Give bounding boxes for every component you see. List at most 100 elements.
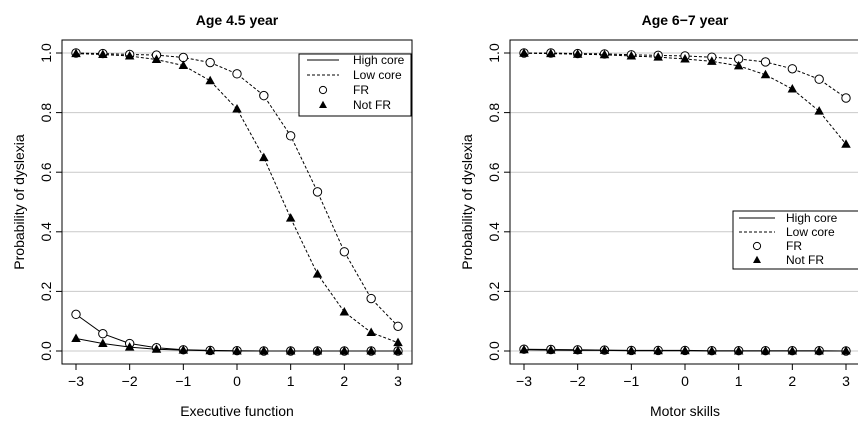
x-axis-label: Executive function	[180, 403, 294, 419]
data-point-triangle	[546, 345, 556, 354]
data-point-triangle	[366, 346, 376, 355]
legend-triangle-marker	[753, 255, 761, 263]
legend-label: FR	[786, 239, 802, 253]
data-point-triangle	[733, 346, 744, 355]
x-axis-label: Motor skills	[650, 403, 720, 419]
data-point-circle	[178, 52, 189, 63]
y-tick-label: 0.2	[486, 281, 502, 301]
y-tick-label: 0.6	[38, 162, 54, 182]
data-point-circle	[339, 247, 350, 257]
y-axis-label: Probability of dyslexia	[11, 134, 27, 270]
data-point-circle	[205, 57, 215, 68]
x-tick-label: −1	[175, 373, 191, 389]
x-tick-label: −2	[570, 373, 586, 389]
x-tick-label: 2	[340, 373, 348, 389]
data-point-triangle	[760, 69, 771, 79]
data-point-triangle	[71, 48, 81, 58]
data-point-triangle	[572, 49, 583, 58]
data-point-triangle	[366, 327, 376, 337]
x-tick-label: 3	[394, 373, 402, 389]
data-point-triangle	[626, 50, 637, 60]
data-point-triangle	[205, 345, 215, 355]
chart-title: Age 4.5 year	[196, 12, 279, 28]
y-tick-label: 0.8	[38, 103, 54, 123]
data-point-triangle	[232, 346, 242, 355]
data-point-triangle	[814, 106, 824, 115]
x-tick-label: −3	[516, 373, 532, 389]
data-point-triangle	[841, 346, 851, 355]
data-point-circle	[285, 131, 296, 141]
x-tick-label: −3	[68, 373, 84, 389]
data-point-triangle	[653, 345, 663, 355]
data-point-triangle	[151, 344, 162, 353]
y-axis-label: Probability of dyslexia	[459, 134, 475, 270]
data-point-circle	[787, 64, 798, 74]
data-point-circle	[366, 293, 376, 304]
data-point-triangle	[178, 345, 189, 354]
data-point-circle	[841, 93, 851, 103]
data-point-circle	[98, 329, 108, 339]
legend-label: Low core	[353, 68, 402, 82]
data-point-triangle	[787, 84, 798, 93]
data-point-triangle	[205, 75, 215, 85]
data-point-triangle	[546, 48, 556, 58]
data-point-triangle	[339, 346, 350, 355]
data-point-triangle	[680, 345, 690, 355]
data-point-circle	[71, 309, 81, 320]
data-point-triangle	[124, 342, 135, 351]
x-tick-label: −2	[122, 373, 138, 389]
data-point-triangle	[393, 346, 403, 355]
data-point-triangle	[599, 49, 610, 59]
legend-label: Not FR	[786, 253, 824, 267]
x-tick-label: 3	[842, 373, 850, 389]
data-point-triangle	[653, 52, 663, 61]
data-point-triangle	[519, 48, 529, 57]
legend-circle-marker	[752, 241, 762, 251]
data-point-circle	[232, 69, 242, 79]
series-line	[523, 52, 847, 145]
data-point-triangle	[339, 306, 350, 316]
y-tick-label: 0.8	[486, 103, 502, 123]
y-tick-label: 1.0	[486, 43, 502, 63]
x-tick-label: 0	[681, 373, 689, 389]
x-tick-label: 0	[233, 373, 241, 389]
data-point-triangle	[259, 152, 269, 162]
data-point-triangle	[733, 60, 744, 70]
data-point-triangle	[599, 345, 610, 354]
data-point-triangle	[626, 345, 637, 355]
legend-label: High core	[353, 53, 405, 67]
data-point-triangle	[98, 49, 108, 58]
y-tick-label: 1.0	[38, 43, 54, 63]
data-point-triangle	[393, 337, 403, 347]
plot-frame	[509, 39, 858, 365]
data-point-triangle	[312, 269, 323, 278]
data-point-triangle	[814, 346, 824, 355]
data-point-triangle	[285, 213, 296, 222]
data-point-triangle	[232, 104, 242, 113]
chart-title: Age 6−7 year	[642, 12, 729, 28]
data-point-triangle	[841, 139, 851, 148]
data-point-triangle	[707, 56, 717, 65]
chart-panel-2: Age 6−7 year −3 −2 −1 0 1 2 3 0.0 0.2 0.4 0.6 0.8 1.0…	[459, 12, 858, 419]
data-point-circle	[760, 57, 771, 67]
data-point-triangle	[760, 346, 771, 355]
data-point-triangle	[71, 333, 81, 342]
legend-triangle-marker	[319, 100, 327, 108]
legend-circle-marker	[318, 85, 328, 95]
legend-box	[298, 53, 412, 117]
legend-label: Not FR	[353, 98, 391, 112]
data-point-triangle	[285, 346, 296, 355]
y-tick-label: 0.0	[486, 341, 502, 361]
data-point-circle	[312, 187, 323, 197]
data-point-triangle	[178, 60, 189, 70]
data-point-triangle	[124, 50, 135, 60]
chart-panel-1: Age 4.5 year −3 −2 −1 0 1 2 3 0.0 0.2 0.4 0.6 0.8 1.0…	[11, 12, 413, 419]
legend-label: Low core	[786, 225, 835, 239]
legend-label: High core	[786, 211, 838, 225]
data-point-circle	[259, 90, 269, 101]
legend-box	[732, 210, 858, 270]
y-tick-label: 0.0	[38, 341, 54, 361]
data-point-triangle	[519, 344, 529, 354]
data-point-triangle	[312, 346, 323, 355]
